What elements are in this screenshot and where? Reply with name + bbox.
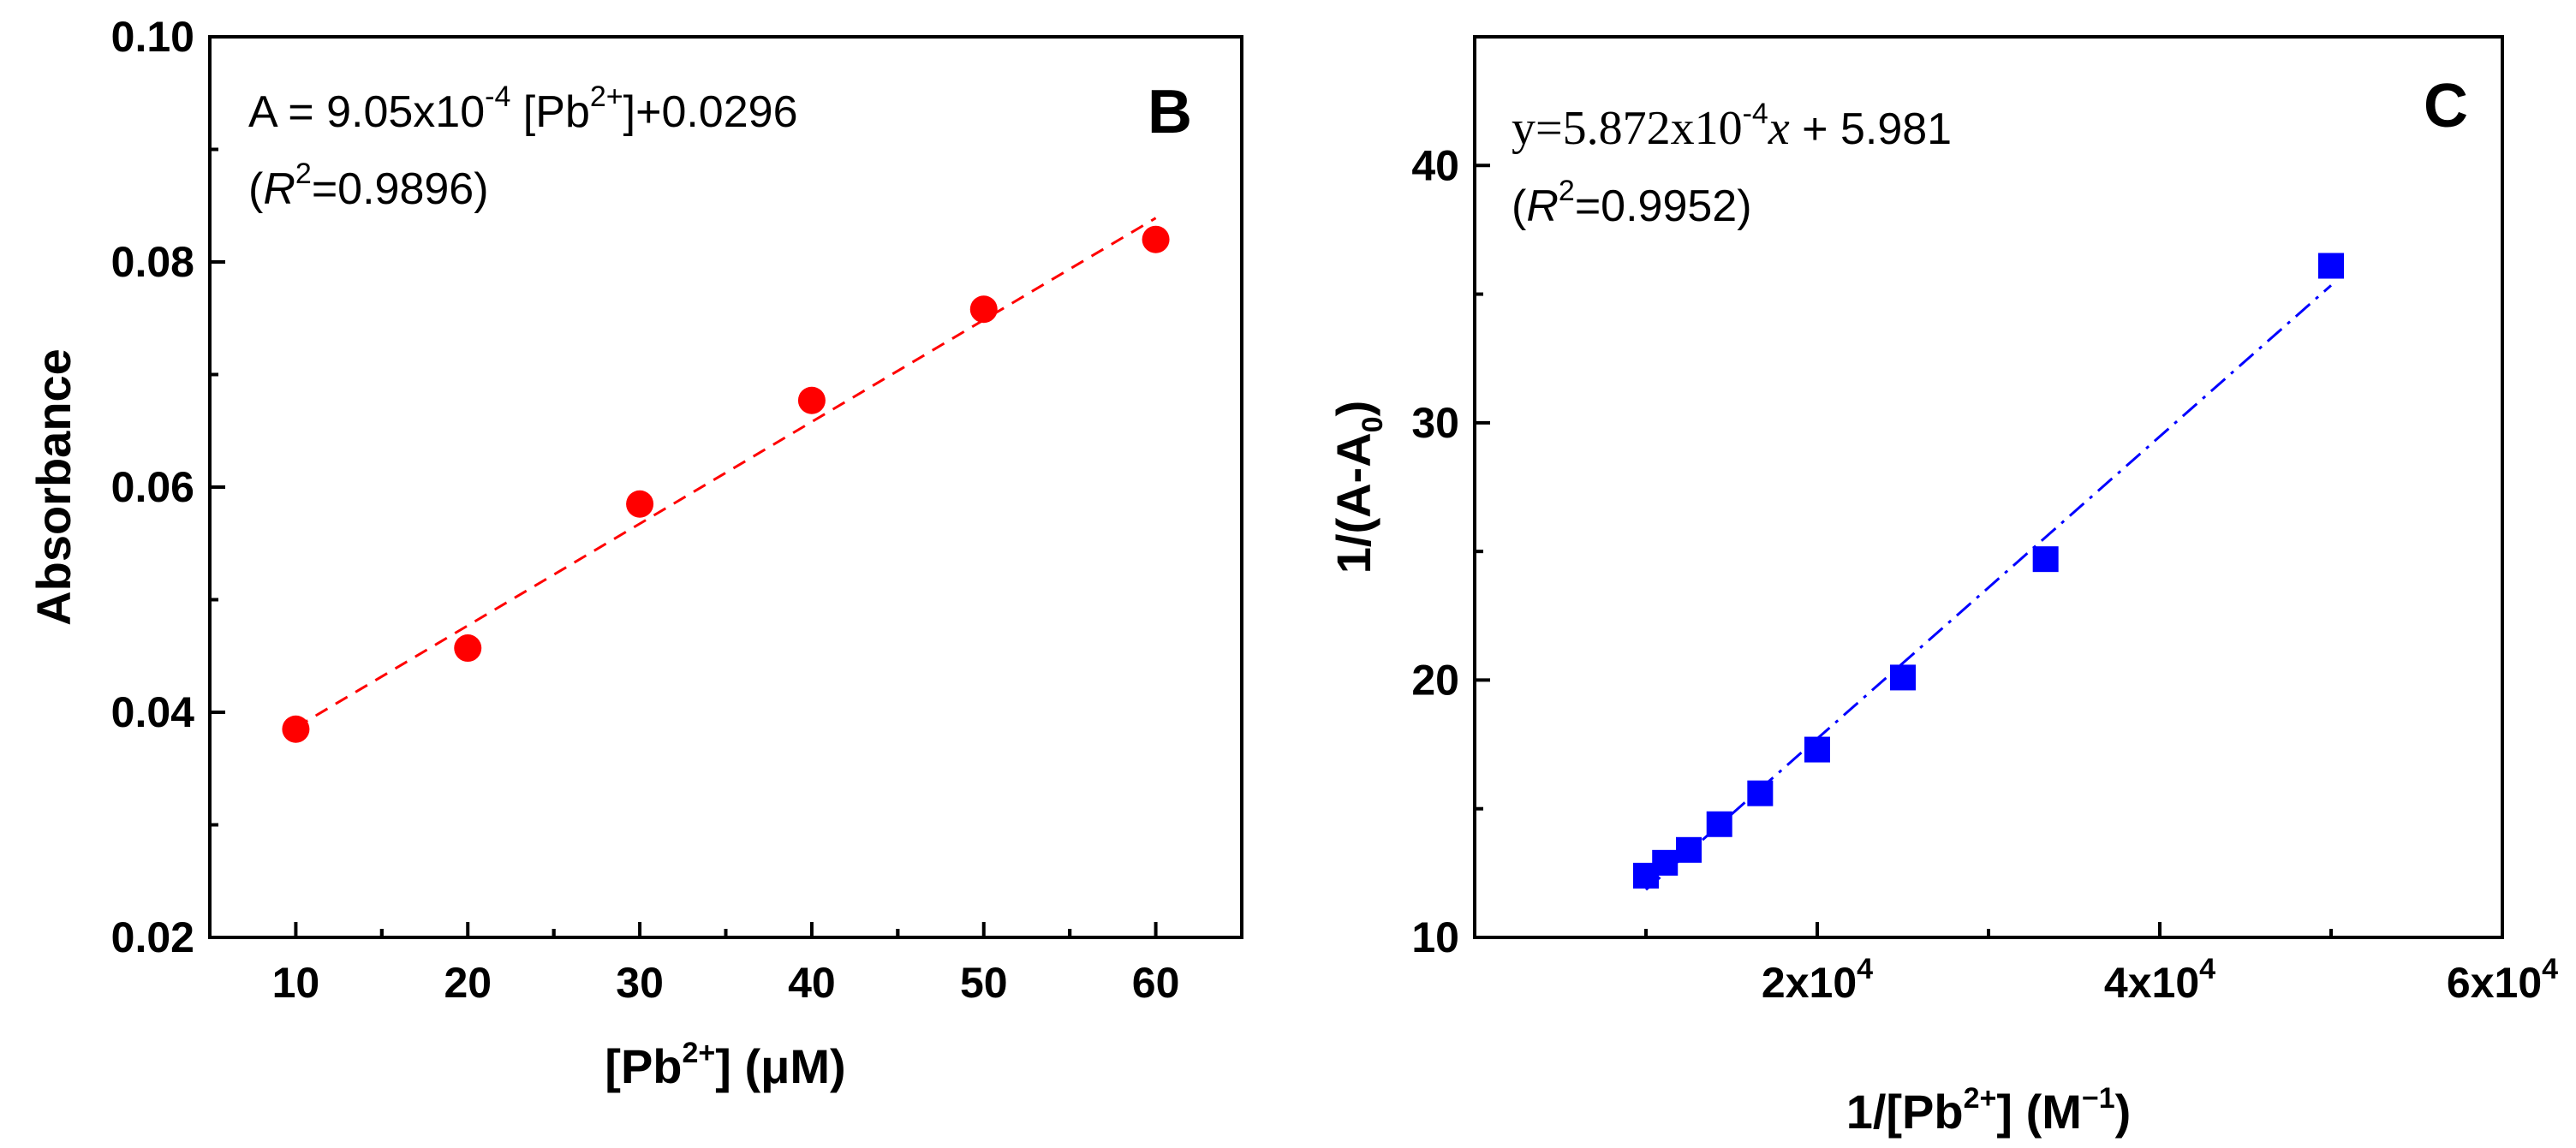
panel-b-label: B: [1148, 78, 1192, 146]
panel-b-y-axis-title: Absorbance: [27, 348, 80, 626]
panel-c-x-axis-title: 1/[Pb2+] (M−1): [1846, 1082, 2132, 1139]
panel-b-equation: A = 9.05x10-4 [Pb2+]+0.0296: [248, 80, 798, 137]
panel-c-label: C: [2424, 72, 2468, 140]
y-tick-label: 10: [1411, 913, 1459, 961]
panel-c-y-axis-title: 1/(A-A0): [1327, 401, 1389, 574]
x-tick-label: 6x104: [2447, 953, 2558, 1007]
y-tick-label: 0.02: [111, 913, 194, 961]
y-tick-label: 0.08: [111, 238, 194, 286]
x-tick-label: 50: [960, 959, 1008, 1007]
data-point: [1804, 736, 1830, 763]
data-point: [2318, 253, 2344, 279]
panel-b-fit-line: [295, 217, 1157, 729]
y-tick-label: 40: [1411, 141, 1459, 189]
panel-c: 10 20 30 40 2x104 4x104 6x104 y=5.872x10-4x + …: [1327, 35, 2558, 1139]
data-point: [1142, 225, 1170, 253]
data-point: [1890, 664, 1916, 691]
data-point: [282, 715, 310, 743]
panel-c-data-points: [1633, 253, 2344, 889]
data-point: [1676, 836, 1702, 863]
data-point: [969, 295, 998, 324]
panel-b-r-squared: (R2=0.9896): [248, 158, 489, 214]
x-tick-label: 40: [788, 959, 836, 1007]
x-tick-label: 30: [616, 959, 664, 1007]
data-point: [1706, 811, 1732, 837]
x-tick-label: 20: [444, 959, 492, 1007]
data-point: [797, 386, 826, 414]
panel-c-equation: y=5.872x10-4x + 5.981: [1512, 98, 1952, 155]
x-tick-label: 2x104: [1762, 953, 1873, 1007]
y-tick-label: 20: [1411, 656, 1459, 704]
panel-c-axes: 10 20 30 40 2x104 4x104 6x104: [1411, 141, 2558, 1007]
x-tick-label: 10: [272, 959, 320, 1007]
y-tick-label: 0.06: [111, 463, 194, 511]
y-tick-label: 0.10: [111, 13, 194, 61]
panel-b-x-axis-title: [Pb2+] (μM): [605, 1037, 845, 1093]
panel-b: 0.02 0.04 0.06 0.08 0.10 10 20 30 40 50 60 A = 9.0…: [27, 13, 1243, 1093]
panel-c-plot-frame: [1473, 35, 2504, 939]
data-point: [454, 634, 482, 663]
regression-line: [295, 217, 1157, 729]
x-tick-label: 4x104: [2104, 953, 2215, 1007]
panel-b-axes: 0.02 0.04 0.06 0.08 0.10 10 20 30 40 50 60: [111, 13, 1180, 1007]
data-point: [2032, 546, 2059, 573]
panel-c-r-squared: (R2=0.9952): [1512, 175, 1752, 231]
panel-b-data-points: [282, 225, 1170, 743]
data-point: [1747, 780, 1774, 806]
data-point: [1652, 849, 1679, 876]
y-tick-label: 0.04: [111, 688, 195, 736]
y-tick-label: 30: [1411, 399, 1459, 447]
x-tick-label: 60: [1132, 959, 1180, 1007]
data-point: [626, 490, 654, 518]
